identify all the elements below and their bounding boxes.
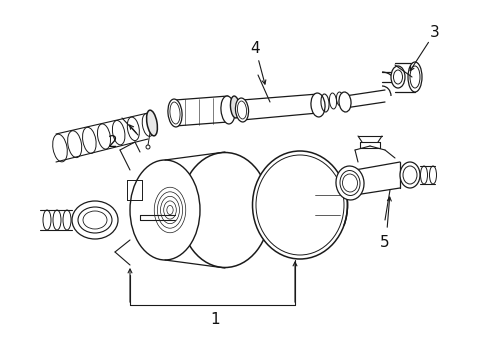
Ellipse shape	[127, 117, 139, 141]
Ellipse shape	[230, 96, 240, 118]
Text: 5: 5	[380, 234, 390, 249]
Ellipse shape	[63, 210, 71, 230]
Ellipse shape	[112, 121, 125, 145]
Ellipse shape	[252, 151, 347, 259]
Ellipse shape	[53, 210, 61, 230]
Ellipse shape	[221, 96, 235, 124]
Text: 4: 4	[250, 41, 260, 55]
Ellipse shape	[235, 98, 248, 122]
Ellipse shape	[142, 114, 154, 136]
Ellipse shape	[180, 153, 270, 267]
Ellipse shape	[43, 210, 51, 230]
Ellipse shape	[72, 201, 118, 239]
Ellipse shape	[82, 127, 96, 153]
Ellipse shape	[400, 162, 420, 188]
Ellipse shape	[420, 166, 427, 184]
Ellipse shape	[130, 160, 200, 260]
Ellipse shape	[408, 62, 422, 92]
Ellipse shape	[391, 66, 405, 88]
Text: 1: 1	[210, 312, 220, 328]
Ellipse shape	[68, 131, 82, 158]
Ellipse shape	[339, 92, 351, 112]
Ellipse shape	[311, 93, 325, 117]
Ellipse shape	[430, 166, 437, 184]
Ellipse shape	[147, 110, 157, 136]
Text: 2: 2	[108, 135, 118, 149]
Ellipse shape	[168, 99, 182, 127]
Ellipse shape	[98, 124, 111, 149]
Ellipse shape	[53, 134, 67, 162]
Ellipse shape	[336, 166, 364, 200]
Text: 3: 3	[430, 24, 440, 40]
